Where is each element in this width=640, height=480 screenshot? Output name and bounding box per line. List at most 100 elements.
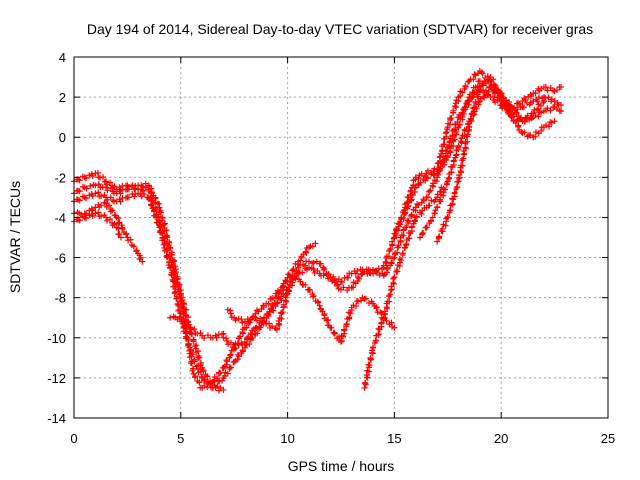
data-point <box>316 302 323 309</box>
data-point <box>391 324 398 331</box>
data-marker-fill <box>434 203 441 210</box>
data-point <box>177 314 184 321</box>
data-marker-fill <box>237 333 244 340</box>
data-marker-fill <box>223 337 230 344</box>
data-marker-fill <box>207 381 214 388</box>
data-marker-fill <box>98 202 105 209</box>
data-marker-fill <box>130 243 137 250</box>
data-marker-fill <box>404 217 411 224</box>
data-marker-fill <box>338 338 345 345</box>
data-marker-fill <box>405 203 412 210</box>
data-marker-fill <box>522 115 529 122</box>
data-point <box>92 190 99 197</box>
data-marker-fill <box>160 241 167 248</box>
data-marker-fill <box>325 317 332 324</box>
data-marker-fill <box>354 267 361 274</box>
data-marker-fill <box>406 235 413 242</box>
data-marker-fill <box>466 123 473 130</box>
data-marker-fill <box>191 358 198 365</box>
data-marker-fill <box>513 109 520 116</box>
data-marker-fill <box>353 303 360 310</box>
data-point <box>508 104 515 111</box>
data-marker-fill <box>451 190 458 197</box>
data-marker-fill <box>238 316 245 323</box>
data-marker-fill <box>293 268 300 275</box>
data-markers <box>71 68 565 394</box>
data-point <box>412 214 419 221</box>
data-marker-fill <box>455 142 462 149</box>
data-marker-fill <box>285 287 292 294</box>
data-marker-fill <box>462 104 469 111</box>
data-marker-fill <box>426 188 433 195</box>
data-marker-fill <box>543 122 550 129</box>
data-marker-fill <box>462 145 469 152</box>
data-marker-fill <box>228 339 235 346</box>
data-marker-fill <box>340 284 347 291</box>
data-marker-fill <box>292 275 299 282</box>
data-marker-fill <box>397 219 404 226</box>
data-marker-fill <box>388 260 395 267</box>
data-point <box>476 84 483 91</box>
data-point <box>540 98 547 105</box>
data-marker-fill <box>380 262 387 269</box>
data-marker-fill <box>373 267 380 274</box>
data-marker-fill <box>125 194 132 201</box>
y-tick-label: -4 <box>54 210 66 225</box>
data-marker-fill <box>179 320 186 327</box>
data-marker-fill <box>104 196 111 203</box>
data-marker-fill <box>216 378 223 385</box>
data-marker-fill <box>278 315 285 322</box>
data-marker-fill <box>441 141 448 148</box>
y-tick-label: -8 <box>54 291 66 306</box>
data-marker-fill <box>355 298 362 305</box>
data-marker-fill <box>184 321 191 328</box>
data-marker-fill <box>389 238 396 245</box>
data-marker-fill <box>191 326 198 333</box>
data-marker-fill <box>297 257 304 264</box>
data-marker-fill <box>141 191 148 198</box>
data-marker-fill <box>265 300 272 307</box>
data-marker-fill <box>221 373 228 380</box>
data-marker-fill <box>437 196 444 203</box>
data-marker-fill <box>235 353 242 360</box>
data-marker-fill <box>442 222 449 229</box>
data-marker-fill <box>364 270 371 277</box>
data-marker-fill <box>393 267 400 274</box>
x-tick-label: 10 <box>280 431 294 446</box>
data-marker-fill <box>119 224 126 231</box>
data-marker-fill <box>403 224 410 231</box>
data-marker-fill <box>98 213 105 220</box>
data-marker-fill <box>464 131 471 138</box>
data-point <box>412 174 419 181</box>
data-marker-fill <box>127 236 134 243</box>
data-marker-fill <box>403 242 410 249</box>
data-marker-fill <box>424 167 431 174</box>
data-marker-fill <box>408 197 415 204</box>
data-marker-fill <box>87 182 94 189</box>
x-axis-label: GPS time / hours <box>288 458 395 474</box>
data-marker-fill <box>375 331 382 338</box>
data-marker-fill <box>442 147 449 154</box>
data-marker-fill <box>239 348 246 355</box>
data-marker-fill <box>383 264 390 271</box>
data-marker-fill <box>137 254 144 261</box>
data-marker-fill <box>211 377 218 384</box>
data-marker-fill <box>190 338 197 345</box>
data-marker-fill <box>370 344 377 351</box>
data-marker-fill <box>372 337 379 344</box>
data-marker-fill <box>426 202 433 209</box>
data-marker-fill <box>378 320 385 327</box>
data-marker-fill <box>399 250 406 257</box>
data-marker-fill <box>253 317 260 324</box>
data-marker-fill <box>115 225 122 232</box>
data-marker-fill <box>171 283 178 290</box>
data-marker-fill <box>95 189 102 196</box>
data-marker-fill <box>366 362 373 369</box>
data-marker-fill <box>223 357 230 364</box>
data-marker-fill <box>306 287 313 294</box>
y-tick-label: 2 <box>59 90 66 105</box>
data-marker-fill <box>340 333 347 340</box>
data-marker-fill <box>172 289 179 296</box>
data-point <box>361 384 368 391</box>
